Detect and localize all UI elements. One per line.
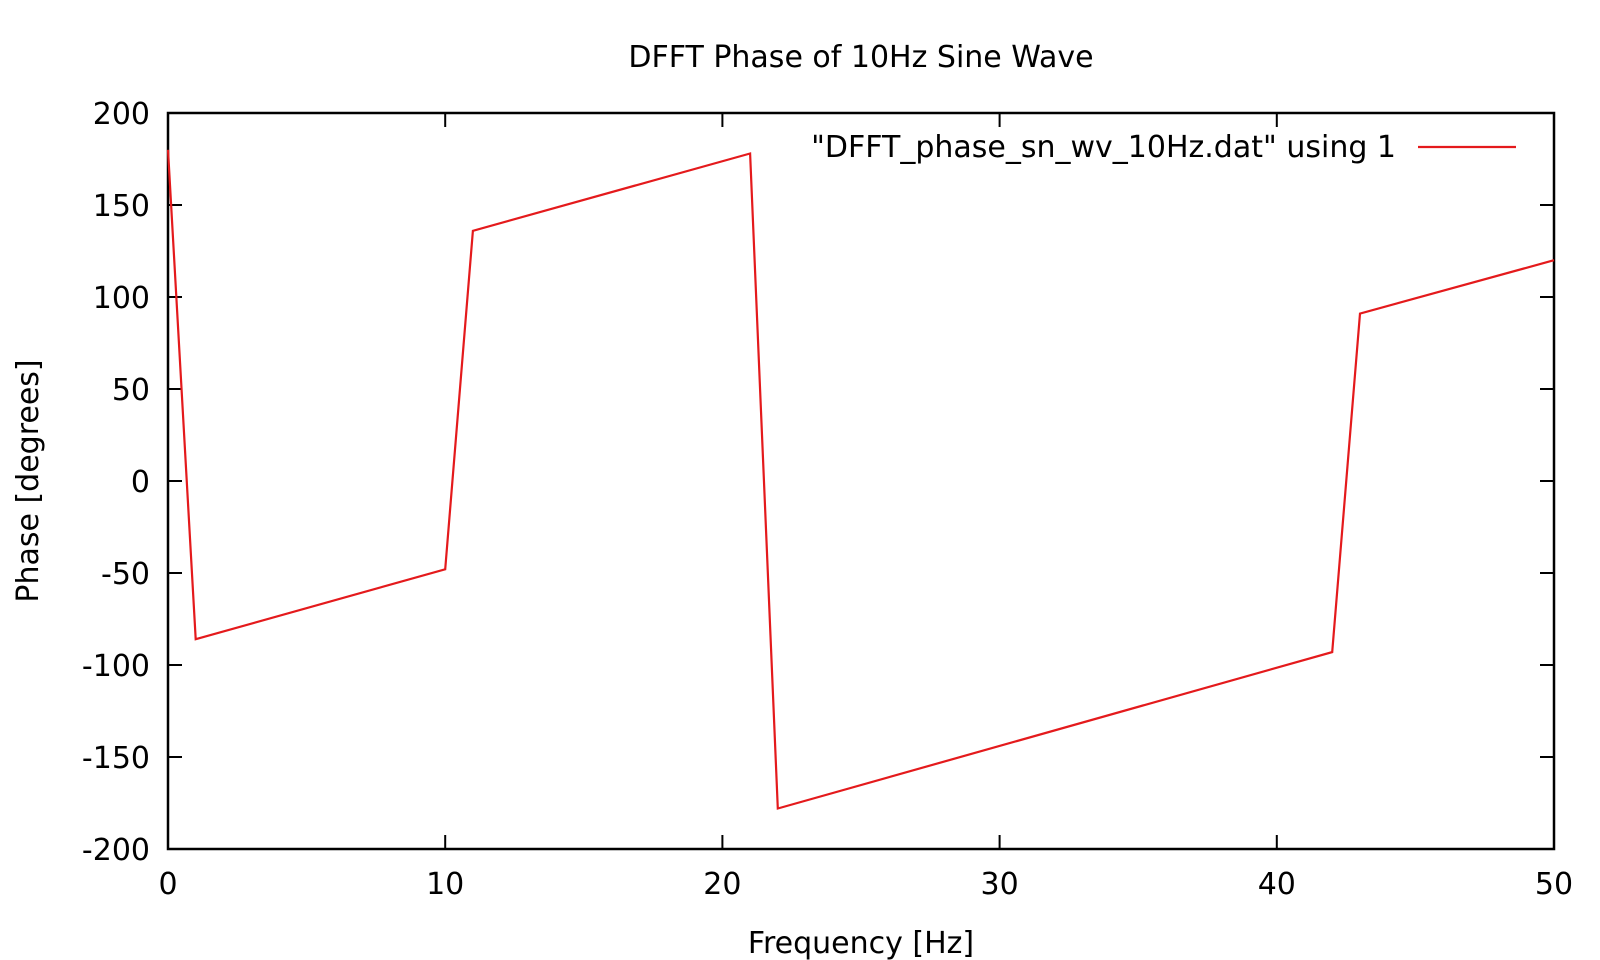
phase-series-line: [166, 149, 1555, 810]
x-axis-label: Frequency [Hz]: [748, 926, 974, 960]
legend-label: "DFFT_phase_sn_wv_10Hz.dat" using 1: [811, 130, 1396, 165]
y-axis: -200 -150 -100 -50 0 50 100 150 200: [82, 97, 1554, 868]
x-tick-label: 50: [1535, 867, 1573, 902]
y-tick-label: 100: [93, 281, 150, 316]
x-axis: 0 10 20 30 40 50: [158, 113, 1573, 902]
y-axis-label: Phase [degrees]: [11, 359, 46, 602]
chart-title: DFFT Phase of 10Hz Sine Wave: [628, 40, 1093, 75]
y-tick-label: -200: [82, 833, 150, 868]
y-tick-label: 50: [112, 373, 150, 408]
x-tick-label: 40: [1258, 867, 1296, 902]
x-tick-label: 20: [703, 867, 741, 902]
y-tick-label: -150: [82, 741, 150, 776]
x-tick-label: 0: [158, 867, 177, 902]
x-tick-label: 30: [981, 867, 1019, 902]
x-tick-label: 10: [426, 867, 464, 902]
y-tick-label: 200: [93, 97, 150, 132]
y-tick-label: 0: [131, 465, 150, 500]
y-tick-label: 150: [93, 189, 150, 224]
y-tick-label: -100: [82, 649, 150, 684]
y-tick-label: -50: [101, 557, 150, 592]
